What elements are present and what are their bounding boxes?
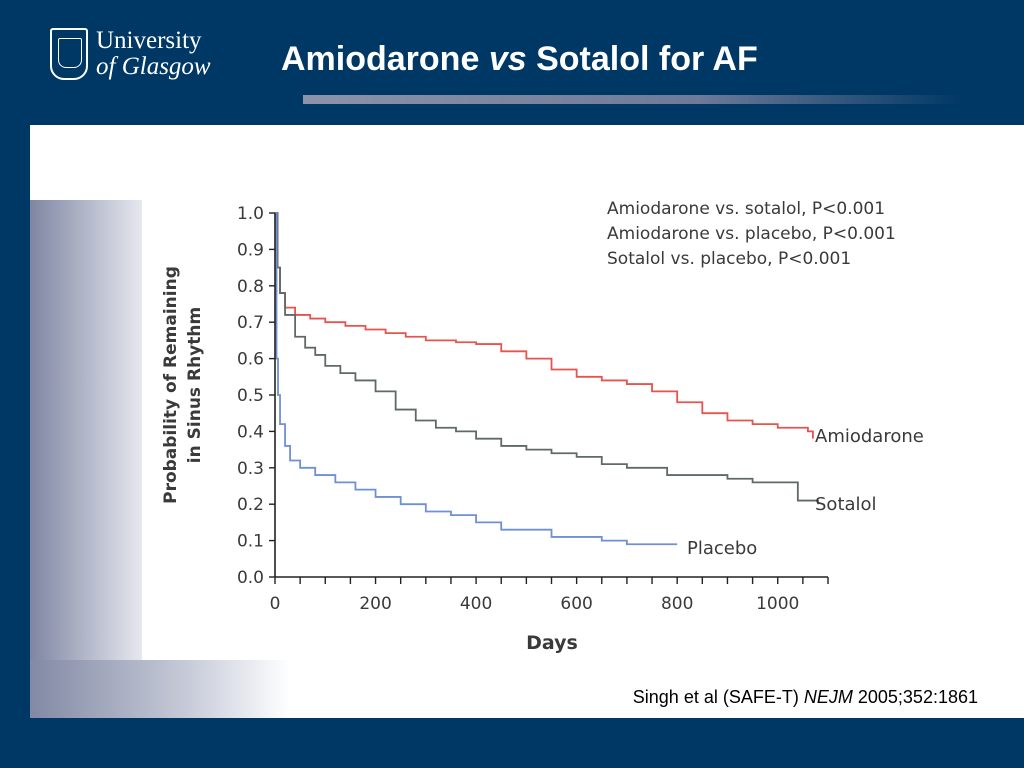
series-label-sotalol: Sotalol: [815, 494, 877, 515]
y-tick-label: 0.7: [237, 313, 264, 333]
series-line-amiodarone: [275, 212, 814, 439]
citation-details: 2005;352:1861: [857, 687, 978, 707]
x-tick-label: 200: [359, 594, 391, 614]
title-vs: vs: [488, 40, 527, 78]
content-panel: [30, 125, 1024, 718]
y-tick-label: 0.0: [237, 568, 264, 588]
x-tick-label: 800: [661, 594, 693, 614]
y-tick-label: 0.6: [237, 350, 264, 370]
series-label-amiodarone: Amiodarone: [815, 426, 924, 447]
x-axis-label: Days: [526, 632, 578, 654]
y-tick-label: 1.0: [237, 204, 264, 224]
x-tick-label: 0: [270, 594, 281, 614]
logo-text-line1: University: [96, 27, 202, 54]
x-tick-label: 600: [560, 594, 592, 614]
bottom-gradient-bar: [30, 660, 290, 718]
series-line-placebo: [275, 212, 678, 546]
y-tick-label: 0.3: [237, 459, 264, 479]
y-tick-label: 0.4: [237, 422, 264, 442]
series-label-placebo: Placebo: [687, 538, 757, 559]
citation-journal: NEJM: [803, 687, 853, 707]
y-tick-label: 0.9: [237, 240, 264, 260]
citation: Singh et al (SAFE-T) NEJM 2005;352:1861: [633, 687, 978, 708]
title-part2: Sotalol for AF: [536, 40, 758, 78]
series-line-sotalol: [275, 212, 819, 505]
title-underline: [303, 95, 963, 104]
y-axis-label-line2: in Sinus Rhythm: [185, 307, 205, 463]
crest-icon: [50, 28, 88, 80]
citation-authors: Singh et al (SAFE-T): [632, 687, 799, 707]
x-tick-label: 1000: [756, 594, 799, 614]
y-axis-label-line1: Probability of Remaining: [161, 266, 181, 504]
logo-text-line2: of Glasgow: [96, 53, 211, 80]
annotation-amio-vs-placebo: Amiodarone vs. placebo, P<0.001: [607, 224, 896, 244]
side-gradient-bar: [30, 200, 142, 718]
y-tick-label: 0.1: [237, 532, 264, 552]
title-part1: Amiodarone: [281, 40, 480, 78]
y-tick-label: 0.5: [237, 386, 264, 406]
y-tick-label: 0.2: [237, 495, 264, 515]
y-tick-label: 0.8: [237, 277, 264, 297]
annotation-sotalol-vs-placebo: Sotalol vs. placebo, P<0.001: [607, 249, 851, 269]
slide-title: Amiodarone vs Sotalol for AF: [281, 39, 758, 79]
university-logo: University of Glasgow: [50, 26, 230, 84]
annotation-amio-vs-sotalol: Amiodarone vs. sotalol, P<0.001: [607, 199, 885, 219]
x-tick-label: 400: [460, 594, 492, 614]
